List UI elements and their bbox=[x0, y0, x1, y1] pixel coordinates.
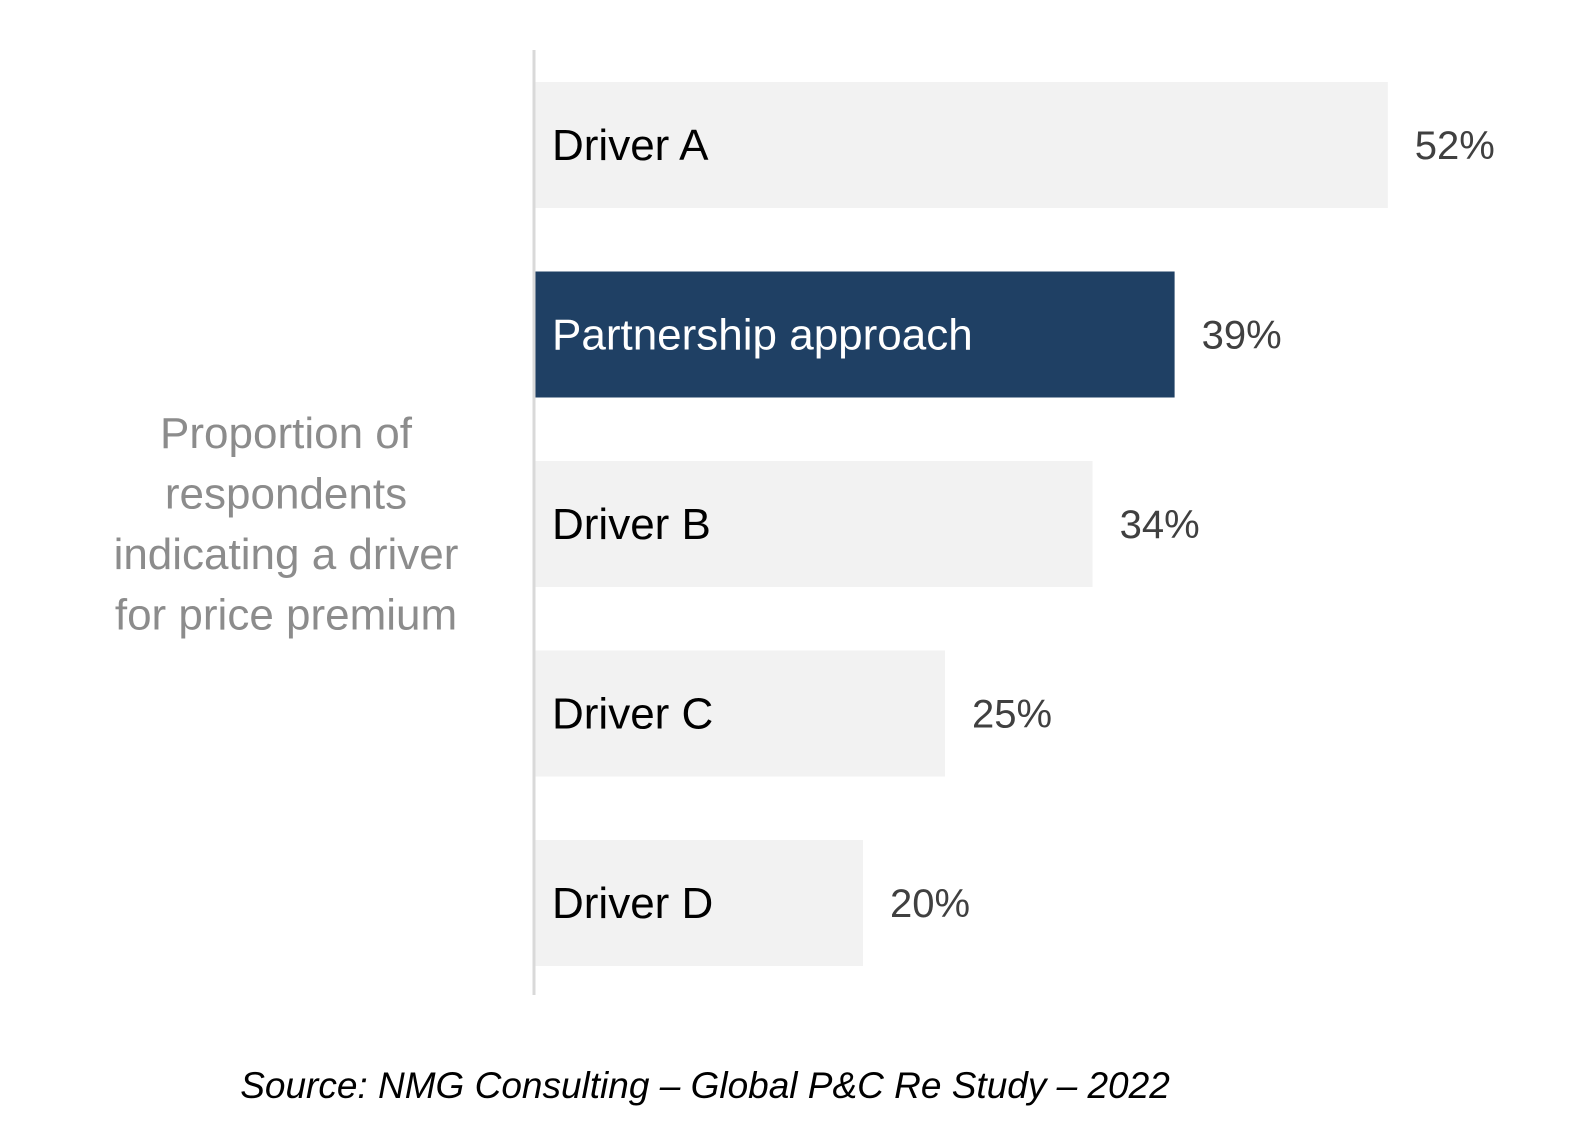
bar bbox=[535, 271, 1175, 398]
category-label: Partnership approach bbox=[552, 311, 973, 360]
bar bbox=[535, 82, 1388, 208]
category-label: Driver D bbox=[552, 879, 713, 928]
y-axis-title: Proportion of respondents indicating a dri… bbox=[114, 409, 459, 640]
y-axis-title-line: Proportion of bbox=[160, 409, 413, 458]
y-axis-title-line: indicating a driver bbox=[114, 530, 459, 579]
bar bbox=[535, 840, 863, 966]
data-label: 52% bbox=[1415, 124, 1495, 168]
y-axis-title-line: for price premium bbox=[115, 591, 457, 640]
bar-chart: Proportion of respondents indicating a dri… bbox=[114, 50, 1495, 995]
source-note: Source: NMG Consulting – Global P&C Re S… bbox=[240, 1065, 1170, 1106]
category-label: Driver A bbox=[552, 121, 709, 170]
y-axis-title-line: respondents bbox=[165, 470, 407, 519]
bars-group: Driver A 52% Partnership approach 39% Driver… bbox=[535, 82, 1495, 966]
bar bbox=[535, 650, 945, 777]
data-label: 34% bbox=[1120, 503, 1200, 547]
data-label: 25% bbox=[972, 693, 1052, 737]
bar bbox=[535, 461, 1093, 587]
data-label: 39% bbox=[1202, 314, 1282, 358]
data-label: 20% bbox=[890, 882, 970, 926]
category-label: Driver C bbox=[552, 690, 713, 739]
category-label: Driver B bbox=[552, 500, 711, 549]
